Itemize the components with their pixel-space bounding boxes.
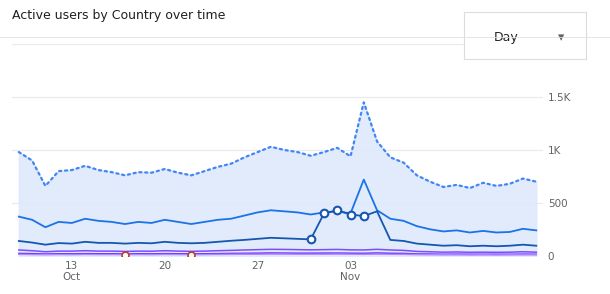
Text: ▾: ▾	[558, 31, 564, 44]
Text: Day: Day	[494, 31, 519, 44]
Text: Active users by Country over time: Active users by Country over time	[12, 9, 226, 22]
